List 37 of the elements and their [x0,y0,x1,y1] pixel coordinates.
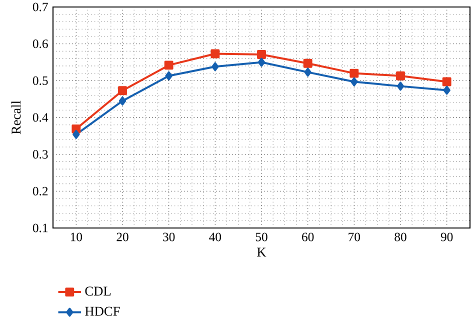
point [212,62,219,72]
point [304,68,312,77]
y-tick-label: 0.1 [32,224,48,232]
legend-label: CDL [85,286,111,296]
y-tick-label: 0.2 [32,186,48,196]
point [165,71,172,80]
x-tick-label: 10 [70,232,82,242]
point [350,68,359,78]
y-tick-label: 0.3 [32,150,48,159]
x-tick-label: 40 [209,232,222,242]
y-tick-label: 0.6 [32,40,48,48]
point [258,58,266,67]
x-tick-label: 60 [302,232,314,242]
y-tick-label: 0.7 [32,2,48,12]
point [210,49,220,58]
x-tick-label: 90 [440,232,453,242]
point [396,71,405,80]
y-tick-label: 0.5 [32,76,48,85]
point [257,50,266,59]
point [442,77,452,86]
point [350,77,358,86]
point [118,96,126,106]
x-tick-label: 30 [163,232,175,242]
point [443,86,450,95]
point [72,130,80,139]
x-axis-title: K [257,248,266,256]
point [164,60,174,70]
x-tick-label: 20 [116,232,128,242]
point [396,82,404,91]
y-axis-title: Recall [11,100,21,134]
x-tick-label: 80 [394,232,406,242]
legend-label: HDCF [85,306,120,316]
point [118,86,127,96]
point [303,58,312,68]
y-tick-label: 0.4 [32,113,48,122]
x-tick-label: 70 [348,232,360,242]
x-tick-label: 50 [256,232,268,242]
